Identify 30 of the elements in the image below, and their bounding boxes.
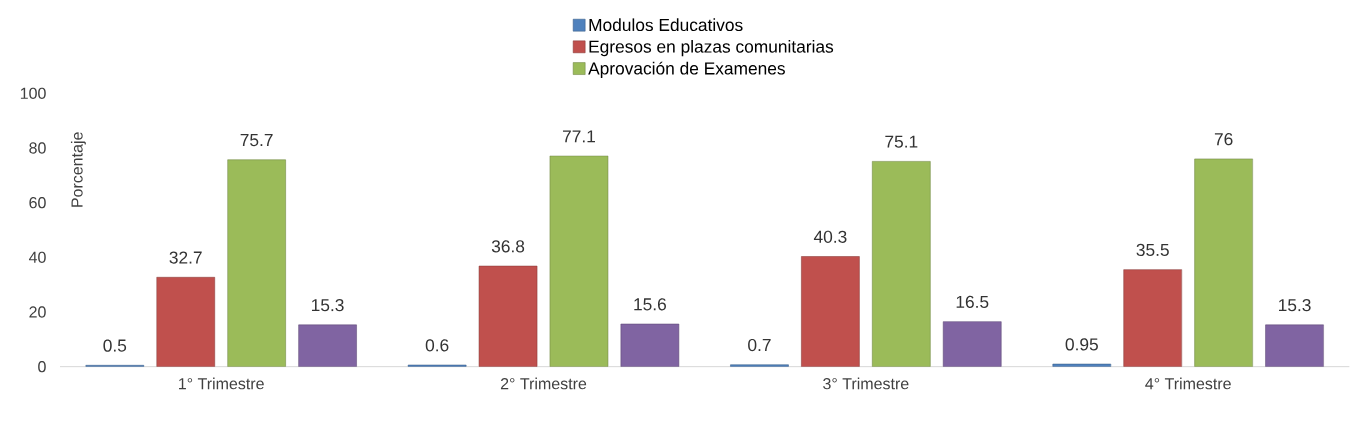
data-label: 75.1 (885, 135, 918, 148)
data-label: 15.3 (1279, 298, 1311, 312)
y-tick-label: 20 (29, 306, 46, 318)
y-axis-title: Porcentaje (70, 132, 86, 207)
data-label: 0.95 (1065, 338, 1098, 351)
data-label: 0.7 (748, 338, 771, 352)
y-tick-label: 40 (28, 251, 46, 263)
x-tick-label: 1° Trimestre (179, 377, 264, 390)
data-label: 15.6 (634, 298, 666, 311)
data-label: 15.3 (311, 298, 344, 312)
data-label: 40.3 (813, 230, 847, 243)
data-label: 35.5 (1136, 243, 1169, 257)
x-tick-label: 4° Trimestre (1145, 377, 1231, 390)
data-label: 75.7 (240, 134, 273, 147)
data-label: 36.8 (491, 240, 525, 253)
data-label: 0.5 (103, 339, 127, 352)
data-label: 0.6 (425, 339, 449, 352)
y-tick-label: 60 (29, 197, 46, 209)
x-tick-label: 3° Trimestre (823, 377, 909, 390)
data-label: 32.7 (169, 251, 202, 264)
legend-label: Modulos Educativos (589, 18, 743, 32)
y-tick-label: 80 (29, 142, 46, 154)
data-label: 76 (1214, 133, 1233, 146)
y-tick-label: 0 (38, 361, 46, 373)
y-tick-label: 100 (20, 87, 46, 99)
x-tick-label: 2° Trimestre (500, 377, 587, 390)
legend-label: Egresos en plazas comunitarias (589, 40, 834, 57)
data-label: 16.5 (956, 295, 989, 308)
legend-label: Aprovación de Examenes (588, 61, 785, 78)
data-label: 77.1 (563, 130, 595, 143)
